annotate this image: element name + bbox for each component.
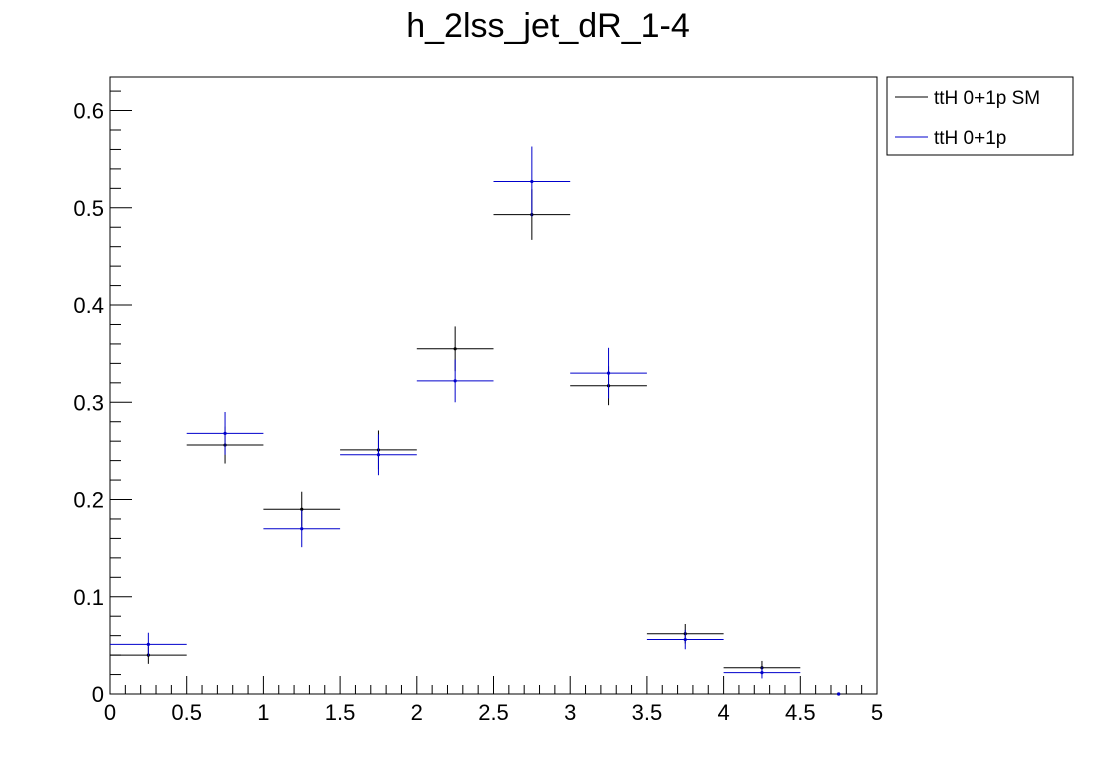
- marker: [530, 179, 534, 184]
- data-point: [570, 347, 647, 399]
- marker: [223, 431, 227, 435]
- data-point: [723, 666, 801, 679]
- y-tick-label: 0.4: [73, 293, 104, 318]
- x-tick-label: 0.5: [171, 700, 202, 725]
- data-point: [263, 510, 341, 548]
- marker: [606, 371, 611, 375]
- data-point: [186, 411, 264, 455]
- y-tick-label: 0.1: [73, 585, 104, 610]
- data-point: [340, 434, 417, 476]
- marker: [300, 527, 304, 531]
- x-tick-label: 2: [411, 700, 423, 725]
- data-marks: [110, 146, 841, 696]
- series-1: [110, 146, 841, 696]
- data-point: [110, 632, 187, 657]
- y-tick-label: 0: [92, 682, 104, 707]
- data-point: [837, 692, 841, 696]
- x-tick-label: 3.5: [632, 700, 663, 725]
- marker: [146, 642, 150, 647]
- legend: ttH 0+1p SM ttH 0+1p: [886, 76, 1074, 156]
- legend-label-ttH-0p1p-SM: ttH 0+1p SM: [934, 88, 1040, 109]
- data-point: [646, 629, 724, 650]
- marker: [453, 379, 457, 383]
- data-point: [416, 359, 494, 403]
- axes: 0 0.5 1 1.5 2 2.5 3 3.5 4 4.5 5 0 0.1 0.2 0.3 0.4 0.5 0.6: [73, 90, 883, 725]
- marker: [300, 507, 304, 511]
- x-tick-label: 4.5: [785, 700, 816, 725]
- x-tick-label: 2.5: [478, 700, 509, 725]
- x-tick-label: 4: [717, 700, 729, 725]
- chart-title: h_2lss_jet_dR_1-4: [406, 7, 690, 45]
- marker: [760, 671, 764, 675]
- legend-label-ttH-0p1p: ttH 0+1p: [934, 128, 1006, 149]
- y-tick-label: 0.3: [73, 390, 104, 415]
- y-tick-label: 0.5: [73, 196, 104, 221]
- x-tick-label: 1: [257, 700, 269, 725]
- marker: [837, 692, 841, 696]
- marker: [683, 637, 687, 642]
- x-tick-label: 1.5: [325, 700, 356, 725]
- y-tick-label: 0.6: [73, 99, 104, 124]
- x-tick-label: 3: [564, 700, 576, 725]
- data-point: [493, 146, 571, 217]
- marker: [376, 453, 381, 457]
- y-tick-label: 0.2: [73, 488, 104, 513]
- marker: [453, 347, 457, 351]
- legend-box: [886, 76, 1074, 156]
- x-tick-label: 5: [871, 700, 883, 725]
- x-tick-label: 0: [104, 700, 116, 725]
